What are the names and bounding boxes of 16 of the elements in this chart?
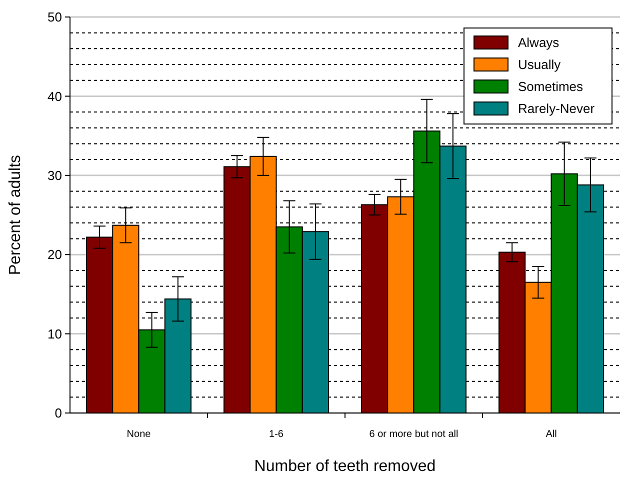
x-tick-label: 1-6 (269, 429, 284, 440)
y-tick-label: 30 (48, 168, 62, 183)
legend-label: Rarely-Never (518, 101, 596, 116)
y-tick-label: 50 (48, 10, 62, 25)
x-axis-title: Number of teeth removed (254, 458, 436, 475)
x-tick-label: All (546, 429, 557, 440)
y-tick-label: 40 (48, 88, 62, 104)
legend-label: Always (518, 35, 560, 50)
y-tick-label: 10 (48, 326, 62, 342)
x-tick-label: None (126, 429, 152, 440)
y-tick-label: 0 (54, 406, 62, 421)
x-tick-label: 6 or more but not all (369, 429, 458, 440)
legend-label: Usually (518, 57, 562, 72)
y-axis-title: Percent of adults (7, 154, 24, 276)
legend-label: Sometimes (518, 79, 584, 94)
y-tick-label: 20 (48, 247, 62, 262)
